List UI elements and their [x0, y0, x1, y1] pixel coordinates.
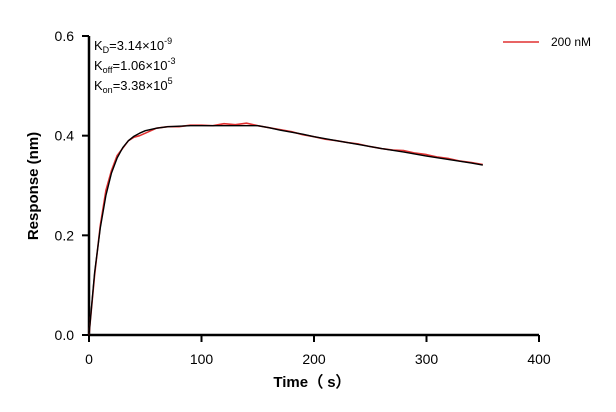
kinetics-annotations: KD=3.14×10-9 Koff=1.06×10-3 Kon=3.38×105: [94, 36, 175, 95]
x-tick-label: 0: [85, 351, 93, 367]
y-axis: 0.0 0.2 0.4 0.6: [55, 28, 91, 343]
kon-annotation: Kon=3.38×105: [94, 76, 173, 95]
y-tick-label: 0.6: [55, 28, 75, 44]
fit-curve-line: [88, 124, 483, 336]
x-axis-title: Time（ s）: [273, 373, 350, 391]
kd-annotation: KD=3.14×10-9: [94, 36, 172, 55]
y-axis-title: Response (nm): [25, 132, 42, 240]
y-tick-label: 0.2: [55, 227, 75, 243]
x-tick-label: 100: [190, 351, 214, 367]
x-tick-label: 400: [527, 351, 551, 367]
legend-label-200nm: 200 nM: [551, 35, 591, 49]
koff-annotation: Koff=1.06×10-3: [94, 56, 175, 75]
x-tick-label: 200: [302, 351, 326, 367]
y-tick-label: 0.4: [55, 128, 75, 144]
x-tick-label: 300: [415, 351, 439, 367]
y-tick-label: 0.0: [55, 327, 75, 343]
x-axis: 0 100 200 300 400: [85, 333, 551, 367]
legend: 200 nM: [503, 35, 591, 49]
series-layer: [88, 122, 483, 336]
